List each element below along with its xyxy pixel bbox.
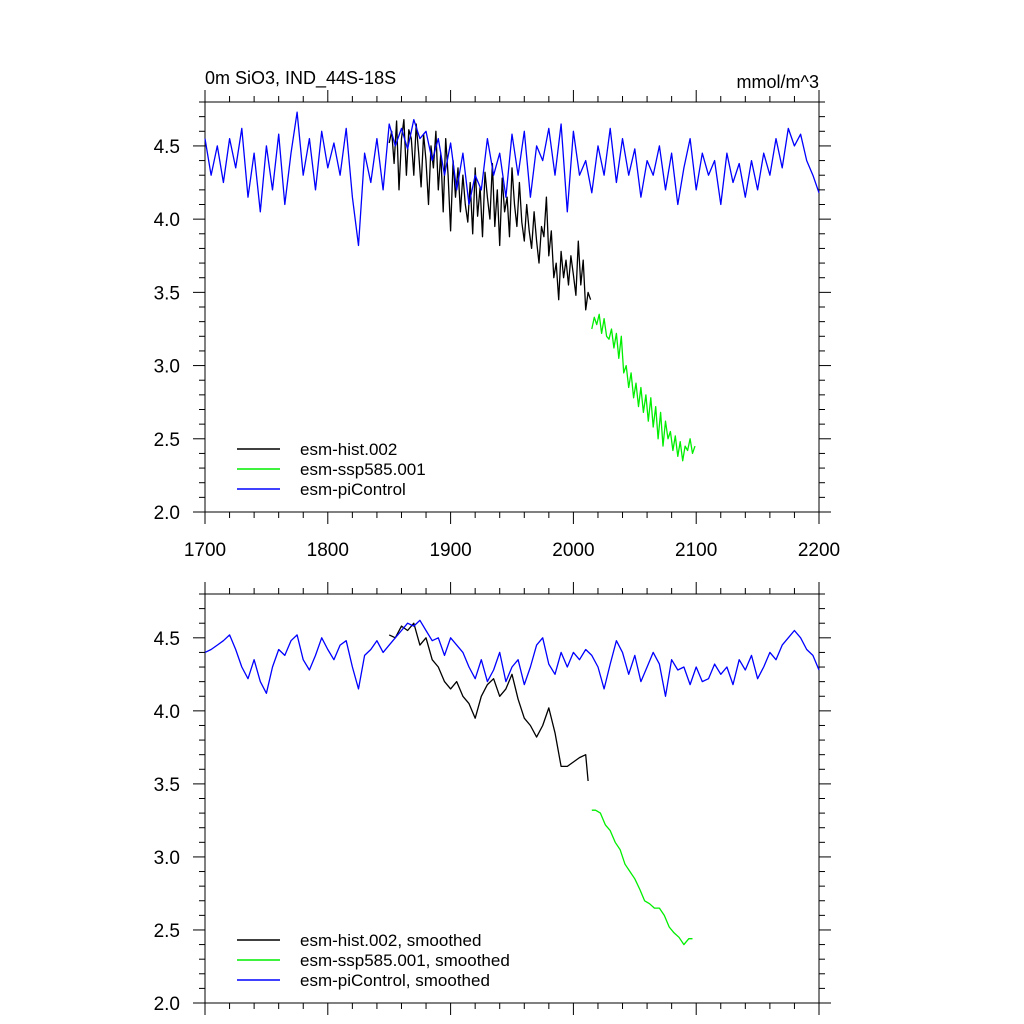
series-line-1 xyxy=(591,313,696,462)
y-tick-label: 4.0 xyxy=(154,702,180,723)
x-tick-label: 2100 xyxy=(675,540,717,561)
series-line-1 xyxy=(591,809,693,946)
legend-label: esm-hist.002 xyxy=(300,440,397,459)
y-tick-label: 4.5 xyxy=(154,629,180,650)
legend-label: esm-piControl xyxy=(300,480,406,499)
x-tick-label: 2000 xyxy=(552,540,594,561)
y-tick-label: 3.5 xyxy=(154,283,180,304)
legend-label: esm-ssp585.001 xyxy=(300,460,426,479)
chart-title-left: 0m SiO3, IND_44S-18S xyxy=(205,68,396,89)
y-tick-label: 4.0 xyxy=(154,210,180,231)
x-tick-label: 1800 xyxy=(307,540,349,561)
y-tick-label: 3.0 xyxy=(154,357,180,378)
series-line-2 xyxy=(204,111,820,247)
y-tick-label: 3.0 xyxy=(154,848,180,869)
top-panel: 0m SiO3, IND_44S-18S mmol/m^3 1700 1800 19… xyxy=(154,68,841,561)
series-line-0 xyxy=(388,118,592,311)
legend-label: esm-hist.002, smoothed xyxy=(300,931,481,950)
x-tick-label: 1900 xyxy=(429,540,471,561)
y-tick-label: 2.0 xyxy=(154,503,180,524)
y-tick-label: 2.5 xyxy=(154,921,180,942)
legend-label: esm-piControl, smoothed xyxy=(300,971,490,990)
y-tick-label: 2.5 xyxy=(154,430,180,451)
legend-label: esm-ssp585.001, smoothed xyxy=(300,951,510,970)
x-tick-label: 2200 xyxy=(798,540,840,561)
y-tick-label: 2.0 xyxy=(154,994,180,1015)
bottom-panel: 2.0 2.5 3.0 3.5 4.0 4.5 esm-hist.002, smoothed… xyxy=(154,582,831,1015)
series-line-2 xyxy=(204,619,820,697)
y-tick-label: 4.5 xyxy=(154,137,180,158)
x-tick-label: 1700 xyxy=(184,540,226,561)
y-tick-label: 3.5 xyxy=(154,775,180,796)
plot-frame xyxy=(204,593,820,1004)
chart-units-label: mmol/m^3 xyxy=(737,72,819,92)
plot-frame xyxy=(204,101,820,513)
series-line-0 xyxy=(388,622,589,782)
